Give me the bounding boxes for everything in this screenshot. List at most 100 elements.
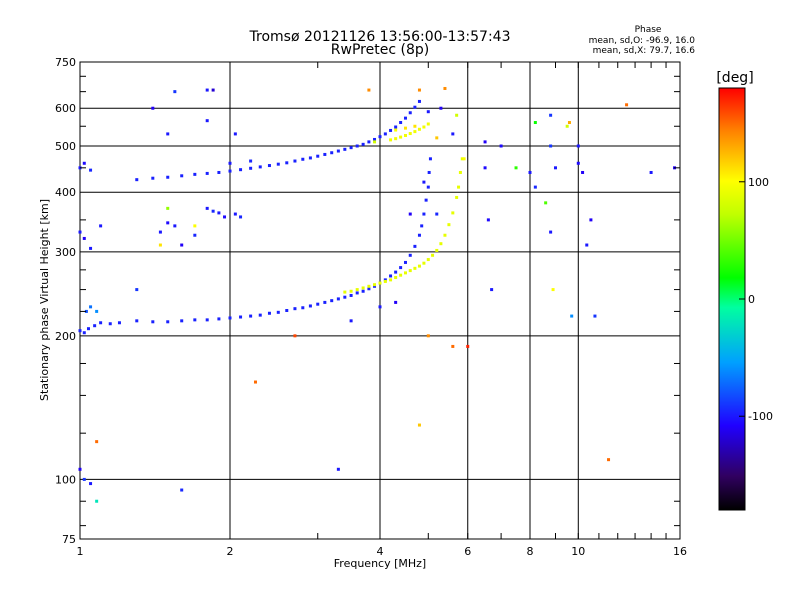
data-point [82, 236, 86, 240]
stats-line-o: mean, sd,O: -96.9, 16.0 [589, 36, 696, 46]
data-point [173, 224, 177, 228]
data-point [135, 178, 139, 182]
data-point [567, 121, 571, 125]
data-point [443, 86, 447, 90]
x-tick-label: 2 [227, 545, 234, 558]
data-point [426, 122, 430, 126]
data-point [166, 221, 170, 225]
data-point [625, 103, 629, 107]
data-point [514, 166, 518, 170]
data-point [86, 327, 90, 331]
x-tick-label: 16 [673, 545, 687, 558]
data-point [249, 159, 253, 163]
data-point [455, 195, 459, 199]
data-point [135, 288, 139, 292]
data-point [205, 171, 209, 175]
data-point [151, 320, 155, 324]
data-point [413, 105, 417, 109]
data-point [427, 170, 431, 174]
data-point [205, 318, 209, 322]
data-point [193, 224, 197, 228]
data-point [399, 266, 403, 270]
data-point [117, 321, 121, 325]
data-point [78, 467, 82, 471]
data-point [367, 140, 371, 144]
data-point [383, 132, 387, 136]
data-point [439, 106, 443, 110]
data-point [486, 218, 490, 222]
data-point [89, 246, 93, 250]
data-point [228, 169, 232, 173]
data-point [99, 321, 103, 325]
data-point [78, 329, 82, 333]
data-point [424, 198, 428, 202]
data-point [549, 230, 553, 234]
data-point [180, 174, 184, 178]
data-point [373, 284, 377, 288]
data-point [336, 297, 340, 301]
data-point [576, 144, 580, 148]
data-point [233, 212, 237, 216]
data-point [389, 138, 393, 142]
data-point [293, 159, 297, 163]
data-point [293, 334, 297, 338]
data-point [308, 156, 312, 160]
y-tick-label: 750 [55, 56, 76, 69]
data-point [276, 162, 280, 166]
data-point [349, 319, 353, 323]
data-point [330, 299, 334, 303]
x-tick-label: 10 [571, 545, 585, 558]
data-point [355, 144, 359, 148]
data-point [435, 136, 439, 140]
data-point [180, 488, 184, 492]
data-point [462, 157, 466, 161]
data-point [383, 278, 387, 282]
data-point [417, 127, 421, 131]
data-point [394, 128, 398, 132]
data-point [193, 318, 197, 322]
data-point [89, 305, 93, 309]
x-tick-label: 6 [464, 545, 471, 558]
axis-ticks: 1 2 4 6 8 10 16 75 100 200 300 400 500 600 750 [55, 56, 687, 558]
data-point [378, 135, 382, 139]
data-point [403, 116, 407, 120]
data-point [389, 128, 393, 132]
data-point [378, 305, 382, 309]
data-point [426, 110, 430, 114]
data-point [249, 166, 253, 170]
data-point [166, 175, 170, 179]
x-axis-label: Frequency [MHz] [334, 557, 426, 570]
data-point [367, 284, 371, 288]
colorbar-label: [deg] [716, 70, 753, 86]
data-point [570, 314, 574, 318]
data-point [394, 270, 398, 274]
data-point [349, 289, 353, 293]
data-point [426, 258, 430, 262]
data-point [285, 161, 289, 165]
data-point [180, 319, 184, 323]
data-point [267, 311, 271, 315]
data-point [408, 111, 412, 115]
data-point [228, 161, 232, 165]
data-point [455, 113, 459, 117]
data-point [316, 302, 320, 306]
data-point [403, 126, 407, 130]
data-point [460, 157, 464, 161]
data-point [84, 309, 88, 313]
data-point [330, 151, 334, 155]
data-point [403, 260, 407, 264]
data-point [422, 180, 426, 184]
y-tick-label: 600 [55, 102, 76, 115]
data-point [258, 165, 262, 169]
data-point [253, 380, 257, 384]
data-point [205, 88, 209, 92]
stats-line-x: mean, sd,X: 79.7, 16.6 [593, 46, 696, 56]
data-point [343, 295, 347, 299]
data-point [373, 140, 377, 144]
data-point [458, 170, 462, 174]
data-point [82, 477, 86, 481]
y-tick-label: 400 [55, 186, 76, 199]
data-point [323, 300, 327, 304]
data-point [166, 132, 170, 136]
